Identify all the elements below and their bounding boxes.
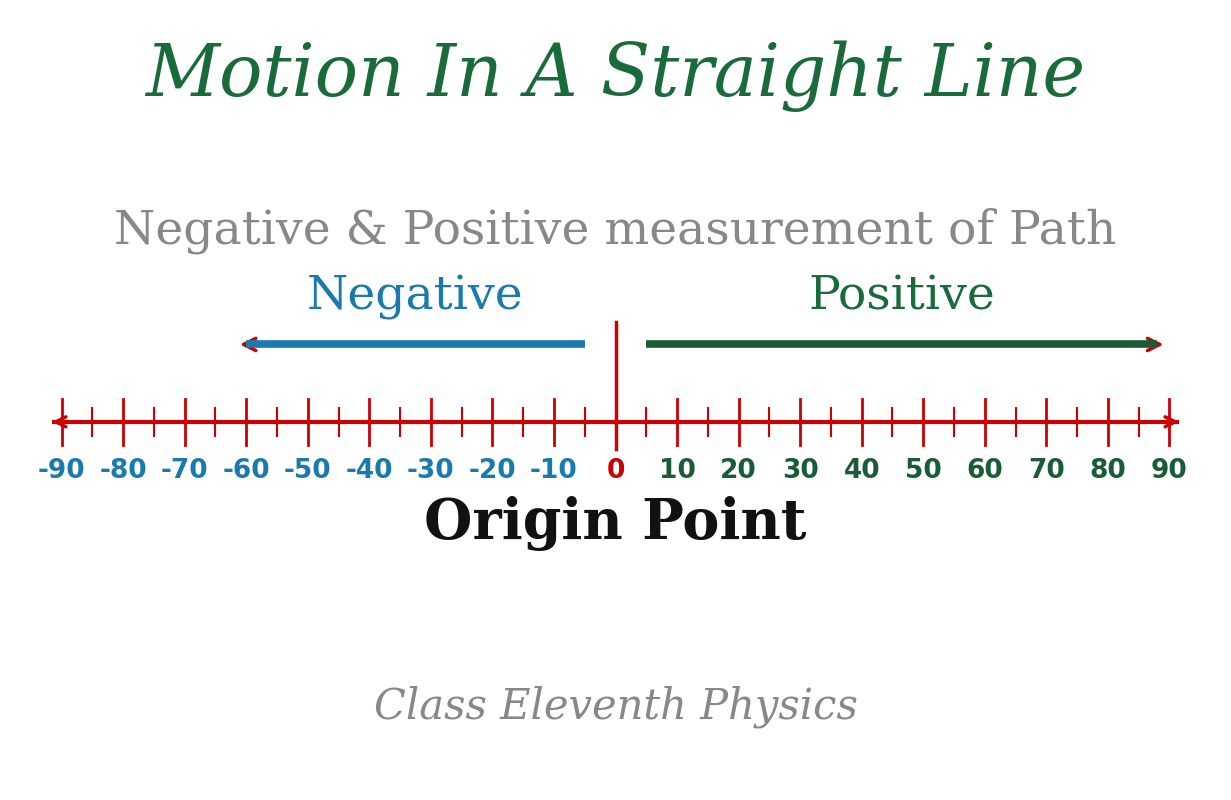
Text: -70: -70 — [161, 458, 208, 484]
Text: -90: -90 — [38, 458, 85, 484]
Text: Negative: Negative — [308, 274, 523, 319]
Text: 70: 70 — [1028, 458, 1065, 484]
Text: 20: 20 — [720, 458, 757, 484]
Text: 10: 10 — [659, 458, 696, 484]
Text: Origin Point: Origin Point — [425, 497, 806, 551]
Text: -40: -40 — [346, 458, 393, 484]
Text: -80: -80 — [100, 458, 146, 484]
Text: 60: 60 — [966, 458, 1003, 484]
Text: -50: -50 — [284, 458, 331, 484]
Text: -20: -20 — [469, 458, 516, 484]
Text: -60: -60 — [223, 458, 270, 484]
Text: 30: 30 — [782, 458, 819, 484]
Text: Negative & Positive measurement of Path: Negative & Positive measurement of Path — [114, 208, 1117, 254]
Text: -30: -30 — [407, 458, 454, 484]
Text: 0: 0 — [607, 458, 624, 484]
Text: Positive: Positive — [809, 274, 995, 319]
Text: -10: -10 — [531, 458, 577, 484]
Text: 50: 50 — [905, 458, 942, 484]
Text: Motion In A Straight Line: Motion In A Straight Line — [145, 40, 1086, 111]
Text: 40: 40 — [843, 458, 880, 484]
Text: 80: 80 — [1089, 458, 1126, 484]
Text: 90: 90 — [1151, 458, 1188, 484]
Text: Class Eleventh Physics: Class Eleventh Physics — [373, 686, 858, 728]
